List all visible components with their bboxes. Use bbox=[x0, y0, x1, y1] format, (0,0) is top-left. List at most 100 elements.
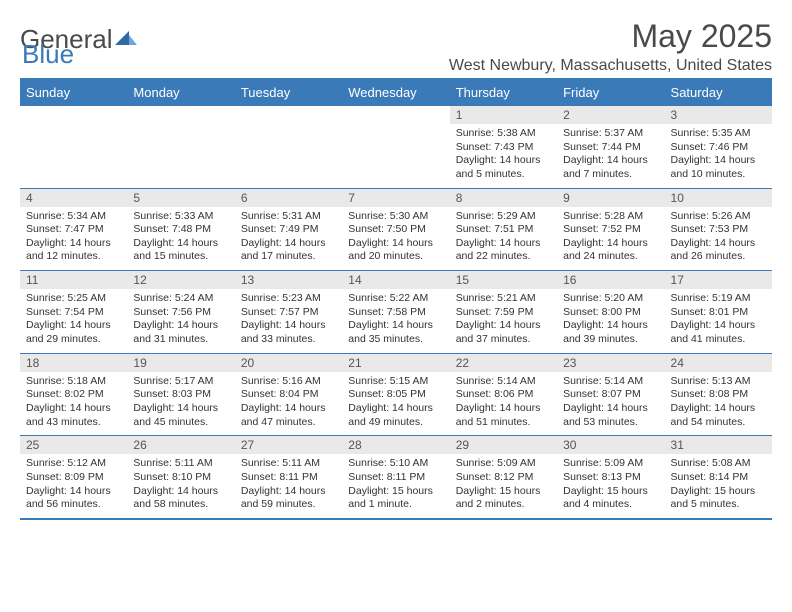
week-row: 25Sunrise: 5:12 AMSunset: 8:09 PMDayligh… bbox=[20, 436, 772, 519]
day-line: Daylight: 15 hours bbox=[671, 485, 766, 499]
day-body: Sunrise: 5:22 AMSunset: 7:58 PMDaylight:… bbox=[342, 289, 449, 353]
day-body: Sunrise: 5:11 AMSunset: 8:11 PMDaylight:… bbox=[235, 454, 342, 518]
day-number: 10 bbox=[665, 189, 772, 207]
day-cell: 21Sunrise: 5:15 AMSunset: 8:05 PMDayligh… bbox=[342, 353, 449, 436]
day-body bbox=[127, 124, 234, 182]
day-body: Sunrise: 5:33 AMSunset: 7:48 PMDaylight:… bbox=[127, 207, 234, 271]
day-line: Daylight: 14 hours bbox=[26, 402, 121, 416]
day-line: and 51 minutes. bbox=[456, 416, 551, 430]
day-body: Sunrise: 5:37 AMSunset: 7:44 PMDaylight:… bbox=[557, 124, 664, 188]
day-line: Sunset: 7:48 PM bbox=[133, 223, 228, 237]
week-row: 18Sunrise: 5:18 AMSunset: 8:02 PMDayligh… bbox=[20, 353, 772, 436]
day-line: Daylight: 14 hours bbox=[671, 154, 766, 168]
dow-header: Sunday bbox=[20, 79, 127, 106]
day-body: Sunrise: 5:12 AMSunset: 8:09 PMDaylight:… bbox=[20, 454, 127, 518]
dow-header: Saturday bbox=[665, 79, 772, 106]
day-line: Sunrise: 5:19 AM bbox=[671, 292, 766, 306]
day-body: Sunrise: 5:30 AMSunset: 7:50 PMDaylight:… bbox=[342, 207, 449, 271]
day-number: 26 bbox=[127, 436, 234, 454]
day-line: Sunrise: 5:22 AM bbox=[348, 292, 443, 306]
calendar-table: SundayMondayTuesdayWednesdayThursdayFrid… bbox=[20, 78, 772, 520]
day-line: and 5 minutes. bbox=[671, 498, 766, 512]
day-number: 15 bbox=[450, 271, 557, 289]
day-line: Sunset: 8:01 PM bbox=[671, 306, 766, 320]
day-cell: 19Sunrise: 5:17 AMSunset: 8:03 PMDayligh… bbox=[127, 353, 234, 436]
day-line: Daylight: 14 hours bbox=[133, 237, 228, 251]
day-body: Sunrise: 5:31 AMSunset: 7:49 PMDaylight:… bbox=[235, 207, 342, 271]
day-line: Sunset: 8:13 PM bbox=[563, 471, 658, 485]
day-number: 30 bbox=[557, 436, 664, 454]
day-body: Sunrise: 5:20 AMSunset: 8:00 PMDaylight:… bbox=[557, 289, 664, 353]
day-line: Sunset: 7:51 PM bbox=[456, 223, 551, 237]
day-line: Daylight: 14 hours bbox=[133, 319, 228, 333]
day-line: Daylight: 14 hours bbox=[133, 402, 228, 416]
brand-part2: Blue bbox=[22, 39, 74, 70]
day-line: Daylight: 15 hours bbox=[563, 485, 658, 499]
day-line: Sunrise: 5:16 AM bbox=[241, 375, 336, 389]
day-line: and 45 minutes. bbox=[133, 416, 228, 430]
day-line: Daylight: 14 hours bbox=[563, 402, 658, 416]
day-line: Sunset: 8:12 PM bbox=[456, 471, 551, 485]
day-number: 29 bbox=[450, 436, 557, 454]
day-body: Sunrise: 5:15 AMSunset: 8:05 PMDaylight:… bbox=[342, 372, 449, 436]
day-line: and 37 minutes. bbox=[456, 333, 551, 347]
day-cell: 27Sunrise: 5:11 AMSunset: 8:11 PMDayligh… bbox=[235, 436, 342, 519]
day-line: Daylight: 14 hours bbox=[671, 319, 766, 333]
day-line: Daylight: 15 hours bbox=[348, 485, 443, 499]
title-block: May 2025 West Newbury, Massachusetts, Un… bbox=[449, 18, 772, 75]
day-line: and 47 minutes. bbox=[241, 416, 336, 430]
day-number: 12 bbox=[127, 271, 234, 289]
day-cell: 24Sunrise: 5:13 AMSunset: 8:08 PMDayligh… bbox=[665, 353, 772, 436]
day-line: Sunset: 8:08 PM bbox=[671, 388, 766, 402]
day-cell: 18Sunrise: 5:18 AMSunset: 8:02 PMDayligh… bbox=[20, 353, 127, 436]
day-number: 18 bbox=[20, 354, 127, 372]
day-line: and 58 minutes. bbox=[133, 498, 228, 512]
day-number: 16 bbox=[557, 271, 664, 289]
day-number: 2 bbox=[557, 106, 664, 124]
day-of-week-row: SundayMondayTuesdayWednesdayThursdayFrid… bbox=[20, 79, 772, 106]
day-line: Sunrise: 5:08 AM bbox=[671, 457, 766, 471]
day-cell: 5Sunrise: 5:33 AMSunset: 7:48 PMDaylight… bbox=[127, 188, 234, 271]
day-line: Sunset: 8:06 PM bbox=[456, 388, 551, 402]
day-line: Sunset: 7:53 PM bbox=[671, 223, 766, 237]
day-line: and 49 minutes. bbox=[348, 416, 443, 430]
day-number: 13 bbox=[235, 271, 342, 289]
day-line: Sunset: 8:00 PM bbox=[563, 306, 658, 320]
day-line: Daylight: 14 hours bbox=[241, 237, 336, 251]
day-cell: 22Sunrise: 5:14 AMSunset: 8:06 PMDayligh… bbox=[450, 353, 557, 436]
day-cell: 8Sunrise: 5:29 AMSunset: 7:51 PMDaylight… bbox=[450, 188, 557, 271]
day-body: Sunrise: 5:25 AMSunset: 7:54 PMDaylight:… bbox=[20, 289, 127, 353]
day-cell: 7Sunrise: 5:30 AMSunset: 7:50 PMDaylight… bbox=[342, 188, 449, 271]
day-line: and 15 minutes. bbox=[133, 250, 228, 264]
day-line: Sunset: 7:58 PM bbox=[348, 306, 443, 320]
day-number: 6 bbox=[235, 189, 342, 207]
day-cell: 23Sunrise: 5:14 AMSunset: 8:07 PMDayligh… bbox=[557, 353, 664, 436]
day-line: Daylight: 15 hours bbox=[456, 485, 551, 499]
week-row: 1Sunrise: 5:38 AMSunset: 7:43 PMDaylight… bbox=[20, 106, 772, 189]
day-line: Sunset: 7:46 PM bbox=[671, 141, 766, 155]
day-line: Sunrise: 5:29 AM bbox=[456, 210, 551, 224]
day-cell: 10Sunrise: 5:26 AMSunset: 7:53 PMDayligh… bbox=[665, 188, 772, 271]
day-line: Sunset: 7:47 PM bbox=[26, 223, 121, 237]
day-body: Sunrise: 5:16 AMSunset: 8:04 PMDaylight:… bbox=[235, 372, 342, 436]
day-line: and 56 minutes. bbox=[26, 498, 121, 512]
day-line: and 41 minutes. bbox=[671, 333, 766, 347]
day-line: Sunrise: 5:23 AM bbox=[241, 292, 336, 306]
day-line: Sunrise: 5:09 AM bbox=[563, 457, 658, 471]
dow-header: Thursday bbox=[450, 79, 557, 106]
day-cell: 29Sunrise: 5:09 AMSunset: 8:12 PMDayligh… bbox=[450, 436, 557, 519]
day-line: Sunset: 7:59 PM bbox=[456, 306, 551, 320]
day-line: Daylight: 14 hours bbox=[456, 402, 551, 416]
day-line: and 24 minutes. bbox=[563, 250, 658, 264]
day-line: Sunrise: 5:37 AM bbox=[563, 127, 658, 141]
day-line: and 20 minutes. bbox=[348, 250, 443, 264]
day-line: Daylight: 14 hours bbox=[456, 154, 551, 168]
day-body: Sunrise: 5:11 AMSunset: 8:10 PMDaylight:… bbox=[127, 454, 234, 518]
day-number bbox=[127, 106, 234, 124]
day-line: Daylight: 14 hours bbox=[563, 154, 658, 168]
day-line: Sunrise: 5:31 AM bbox=[241, 210, 336, 224]
day-line: Sunrise: 5:13 AM bbox=[671, 375, 766, 389]
day-number: 9 bbox=[557, 189, 664, 207]
day-line: and 22 minutes. bbox=[456, 250, 551, 264]
day-line: Sunrise: 5:33 AM bbox=[133, 210, 228, 224]
